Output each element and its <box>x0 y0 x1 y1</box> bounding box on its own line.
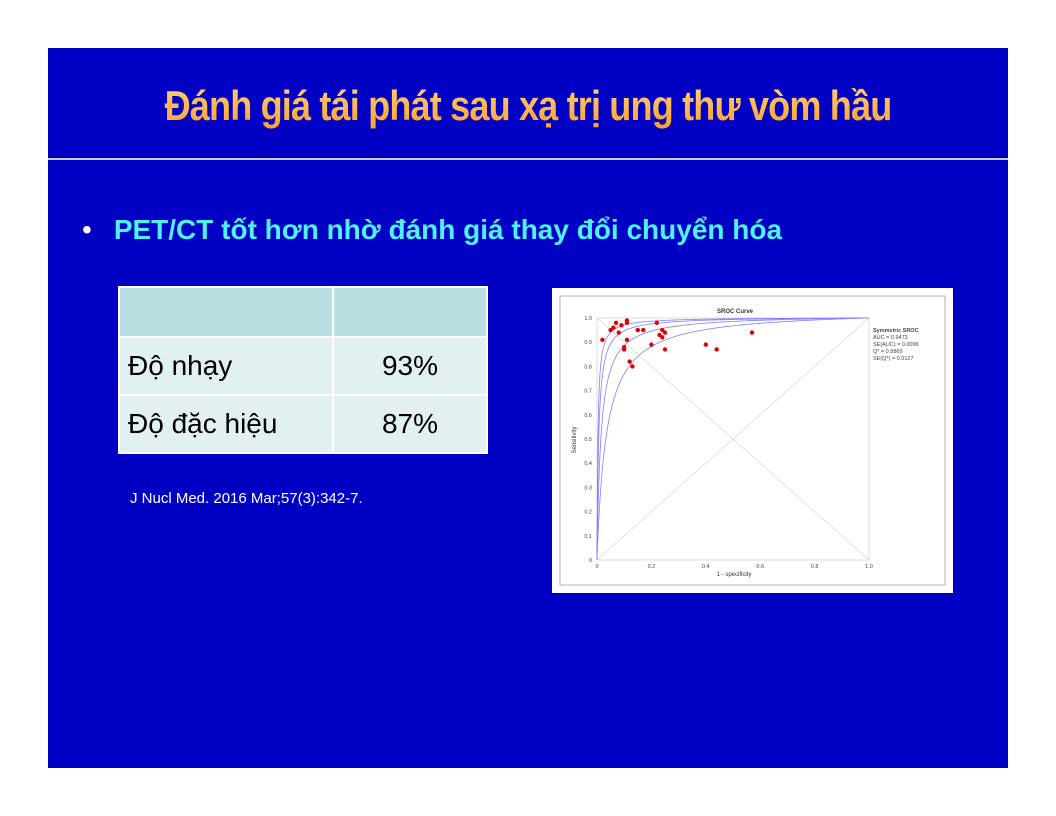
table-cell-value: 93% <box>332 336 488 396</box>
study-point <box>624 337 630 342</box>
x-tick-label: 0 <box>595 564 598 570</box>
study-point <box>630 364 635 369</box>
x-tick-label: 0.6 <box>756 564 764 570</box>
table-cell-value: 87% <box>332 394 488 454</box>
study-point <box>649 342 654 347</box>
study-point <box>627 359 632 364</box>
study-point <box>635 327 640 333</box>
study-point <box>703 342 708 347</box>
table-cell-label: Độ nhạy <box>118 336 334 396</box>
q-star-diagonal <box>596 317 870 561</box>
sroc-curve-line <box>596 317 870 561</box>
study-point <box>613 320 619 326</box>
y-tick-label: 0.6 <box>584 413 592 419</box>
study-point <box>619 323 624 328</box>
chart-plot-area: 0 0.2 0.4 0.6 0.8 1.0 0 0.1 0.2 0.3 0.4 0.5 0.6 0.7 0.… <box>584 316 918 570</box>
table-row: Độ đặc hiệu 87% <box>118 394 488 454</box>
table-header-cell <box>118 286 334 338</box>
legend-line: SE(AUC) = 0.0096 <box>873 342 919 348</box>
bullet-dot-icon: • <box>82 214 92 245</box>
y-tick-label: 0.4 <box>584 461 592 467</box>
study-point <box>662 347 668 352</box>
x-tick-label: 0.4 <box>702 564 710 570</box>
study-point <box>611 325 616 330</box>
bullet-item: • PET/CT tốt hơn nhờ đánh giá thay đổi ch… <box>82 214 782 246</box>
plot-border <box>596 317 870 561</box>
study-point <box>749 330 755 335</box>
y-tick-label: 0.8 <box>584 364 592 370</box>
table-header-row <box>118 286 488 338</box>
y-axis-label: Sensitivity <box>572 426 578 453</box>
study-point <box>624 320 630 326</box>
sroc-curve-line <box>596 317 870 561</box>
study-point <box>660 335 665 340</box>
study-point <box>654 320 660 326</box>
study-point <box>662 330 668 335</box>
y-tick-label: 0.5 <box>584 437 592 443</box>
study-point <box>622 344 627 350</box>
title-divider <box>48 158 1008 160</box>
study-point <box>641 327 646 333</box>
study-point <box>714 347 719 352</box>
chart-frame <box>559 295 946 586</box>
study-point <box>616 330 621 335</box>
chart-title: SROC Curve <box>717 309 754 315</box>
study-point <box>600 337 605 342</box>
x-tick-label: 1.0 <box>865 564 873 570</box>
legend-line: AUC = 0.9473 <box>873 335 908 341</box>
slide: Đánh giá tái phát sau xạ trị ung thư vòm… <box>48 48 1008 768</box>
y-tick-label: 0.9 <box>584 340 592 346</box>
sroc-figure: SROC Curve 1 - specificity Sensitivity 0… <box>552 288 953 593</box>
y-tick-label: 0 <box>589 558 592 564</box>
y-tick-label: 0.1 <box>584 534 592 540</box>
y-tick-label: 0.7 <box>584 389 592 395</box>
bullet-text: PET/CT tốt hơn nhờ đánh giá thay đổi chu… <box>113 214 783 245</box>
stats-table: Độ nhạy 93% Độ đặc hiệu 87% <box>118 286 488 454</box>
table-header-cell <box>332 286 488 338</box>
citation: J Nucl Med. 2016 Mar;57(3):342-7. <box>130 490 363 507</box>
table-row: Độ nhạy 93% <box>118 336 488 396</box>
y-tick-label: 0.2 <box>584 510 592 516</box>
legend-line: Symmetric SROC <box>873 328 919 334</box>
x-tick-label: 0.8 <box>811 564 819 570</box>
x-tick-label: 0.2 <box>648 564 656 570</box>
y-tick-label: 1.0 <box>584 316 592 322</box>
table-cell-label: Độ đặc hiệu <box>118 394 334 454</box>
slide-title: Đánh giá tái phát sau xạ trị ung thư vòm… <box>115 82 941 130</box>
y-tick-label: 0.3 <box>584 485 592 491</box>
x-axis-label: 1 - specificity <box>717 572 752 578</box>
legend-line: SE(Q*) = 0.0127 <box>873 356 914 362</box>
legend-line: Q* = 0.8869 <box>873 349 903 355</box>
sroc-chart: SROC Curve 1 - specificity Sensitivity 0… <box>559 295 946 586</box>
